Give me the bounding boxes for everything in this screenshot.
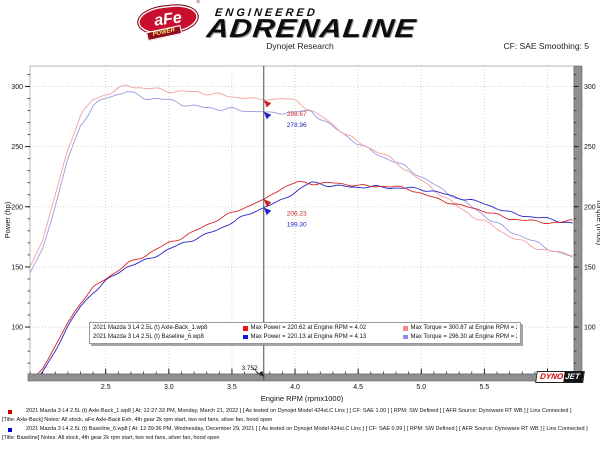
cursor-x-label: 3.752 <box>241 365 258 372</box>
y-tick-label-left: 200 <box>11 204 23 211</box>
y-tick-label-left: 300 <box>11 84 23 91</box>
y-tick-label-right: 300 <box>584 84 596 91</box>
legend-run-name: 2021 Mazda 3 L4 2.5L (t) Axle-Back_1.wp8 <box>93 325 208 331</box>
cursor-marker <box>263 111 272 120</box>
dynojet-watermark-dyno: DYNO <box>536 372 565 382</box>
cursor-marker <box>263 199 272 207</box>
x-tick-label: 5.5 <box>480 384 490 391</box>
legend-row-axleback: 2021 Mazda 3 L4 2.5L (t) Axle-Back_1.wp8… <box>93 324 517 333</box>
cursor-readout-value: 288.67 <box>287 111 307 118</box>
run-notes-line: [Title: Baseline] Notes: All stock, 4th … <box>0 434 600 443</box>
y-tick-label-left: 250 <box>11 144 23 151</box>
x-axis-band <box>27 373 583 382</box>
dynojet-watermark-jet: JET <box>563 372 584 382</box>
cursor-arrow-line <box>252 367 262 377</box>
x-tick-label: 3.0 <box>164 384 174 391</box>
run-annotations: 2021 Mazda 3 L4 2.5L (t) Axle-Back_1.wp8… <box>0 407 600 443</box>
power-swatch-blue <box>243 334 248 339</box>
cursor-arrow-head <box>259 371 264 377</box>
cursor-marker <box>263 207 272 216</box>
x-tick-label: 3.5 <box>227 384 237 391</box>
x-tick-label: 4.0 <box>290 384 300 391</box>
legend-row-baseline: 2021 Mazda 3 L4 2.5L (t) Baseline_6.wp8 … <box>93 333 517 342</box>
x-tick-label: 4.5 <box>353 384 363 391</box>
curve-baseline-torque <box>30 91 573 274</box>
torque-swatch-blue <box>403 334 408 339</box>
legend-max-torque: Max Torque = 296.30 at Engine RPM = 2.65 <box>410 333 518 340</box>
legend-max-power: Max Power = 220.62 at Engine RPM = 4.02 <box>250 325 367 331</box>
smoothing-label: CF: SAE Smoothing: 5 <box>503 41 589 51</box>
curve-axle-back-power <box>36 181 573 374</box>
y-axis-band-right <box>573 65 583 382</box>
dynojet-research-label: Dynojet Research <box>266 41 334 51</box>
cursor-readout-value: 206.23 <box>287 210 307 217</box>
cursor-readout-value: 278.96 <box>287 122 307 129</box>
legend-box[interactable]: 2021 Mazda 3 L4 2.5L (t) Axle-Back_1.wp8… <box>89 322 521 344</box>
run-notes-text: [Title: Baseline] Notes: All stock, 4th … <box>2 435 220 441</box>
curve-axle-back-torque <box>30 84 573 268</box>
run-info-text: 2021 Mazda 3 L4 2.5L (t) Baseline_6.wp8 … <box>26 426 588 432</box>
legend-max-power: Max Power = 220.13 at Engine RPM = 4.13 <box>250 333 367 340</box>
legend-max-torque: Max Torque = 300.87 at Engine RPM = 2.67 <box>410 325 518 331</box>
x-tick-label: 5.0 <box>416 384 426 391</box>
run-bullet-red <box>8 409 12 414</box>
y-tick-label-right: 250 <box>584 144 596 151</box>
torque-swatch-red <box>403 326 408 331</box>
x-tick-label: 2.5 <box>101 384 111 391</box>
y-tick-label-right: 100 <box>584 325 596 332</box>
dynojet-watermark: DYNO JET <box>535 371 585 383</box>
y-axis-title-right: Torque (ft-lbs) <box>595 199 600 246</box>
run-notes-text: [Title: Axle-Back] Notes: All stock, aFe… <box>2 417 273 423</box>
curve-baseline-power <box>39 181 573 374</box>
x-axis-title: Engine RPM (rpmx1000) <box>261 394 344 403</box>
y-tick-label-right: 150 <box>584 264 596 271</box>
run-info-text: 2021 Mazda 3 L4 2.5L (t) Axle-Back_1.wp8… <box>26 408 572 414</box>
y-tick-label-left: 150 <box>11 264 23 271</box>
power-swatch-red <box>243 326 248 331</box>
run-info-line: 2021 Mazda 3 L4 2.5L (t) Baseline_6.wp8 … <box>0 425 600 434</box>
legend-run-name: 2021 Mazda 3 L4 2.5L (t) Baseline_6.wp8 <box>93 333 204 340</box>
cursor-readout-value: 199.30 <box>287 221 307 228</box>
run-notes-line: [Title: Axle-Back] Notes: All stock, aFe… <box>0 416 600 425</box>
y-tick-label-left: 100 <box>11 325 23 332</box>
y-axis-title-left: Power (hp) <box>3 201 12 238</box>
run-info-line: 2021 Mazda 3 L4 2.5L (t) Axle-Back_1.wp8… <box>0 407 600 416</box>
y-tick-label-right: 200 <box>584 204 596 211</box>
run-bullet-blue <box>8 427 12 432</box>
cursor-marker <box>263 100 272 108</box>
